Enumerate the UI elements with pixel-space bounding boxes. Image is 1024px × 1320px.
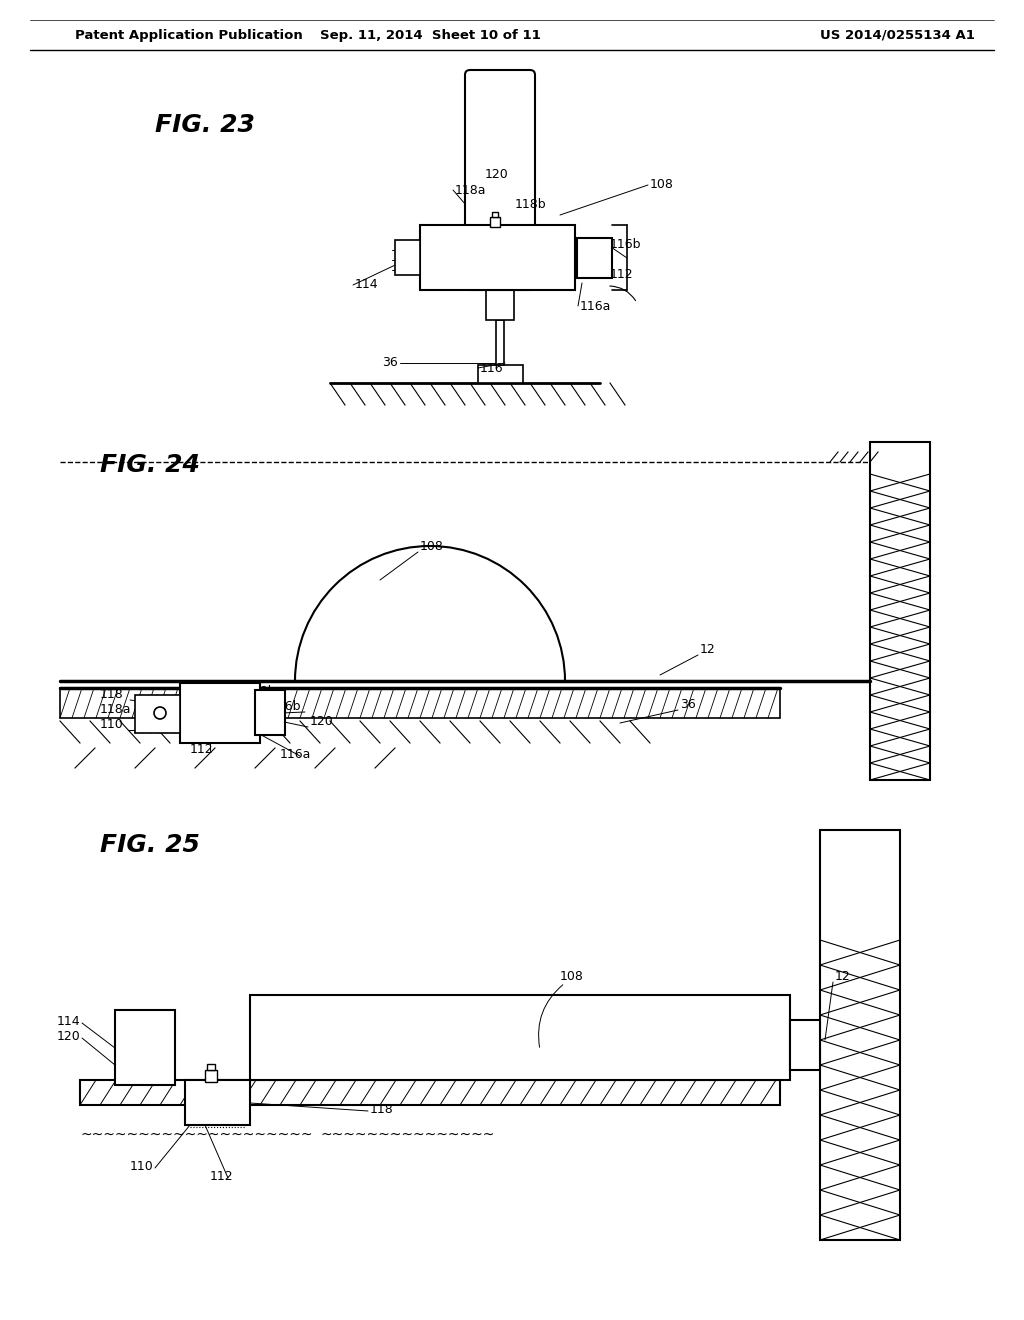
- Text: 116a: 116a: [580, 300, 611, 313]
- Text: FIG. 25: FIG. 25: [100, 833, 200, 857]
- Bar: [185, 1080, 250, 1125]
- Bar: [490, 216, 500, 227]
- Text: US 2014/0255134 A1: US 2014/0255134 A1: [820, 29, 975, 41]
- Text: 116b: 116b: [270, 700, 301, 713]
- Bar: [80, 1080, 780, 1105]
- Text: ~~~~~~~~~~~~~~~~~~~~: ~~~~~~~~~~~~~~~~~~~~: [80, 1129, 312, 1142]
- Bar: [180, 682, 260, 743]
- Text: 118: 118: [370, 1104, 394, 1115]
- Bar: [420, 224, 575, 290]
- Text: 112: 112: [190, 743, 214, 756]
- Text: 114: 114: [355, 279, 379, 292]
- Text: FIG. 24: FIG. 24: [100, 453, 200, 477]
- Bar: [60, 688, 780, 718]
- Bar: [486, 285, 514, 319]
- Text: ~~~~~~~~~~~~~~~: ~~~~~~~~~~~~~~~: [319, 1129, 495, 1142]
- Text: FIG. 23: FIG. 23: [155, 114, 255, 137]
- Bar: [496, 319, 504, 366]
- Text: 120: 120: [310, 715, 334, 729]
- Bar: [250, 995, 790, 1080]
- Text: 36: 36: [680, 698, 695, 711]
- Text: 118a: 118a: [455, 183, 486, 197]
- Text: 118b: 118b: [245, 685, 276, 698]
- Text: 116: 116: [480, 362, 504, 375]
- Text: 36: 36: [382, 356, 398, 370]
- Bar: [577, 238, 612, 279]
- Text: 114: 114: [56, 1015, 80, 1028]
- Bar: [207, 1064, 215, 1071]
- Bar: [395, 240, 420, 275]
- Text: 116b: 116b: [610, 239, 641, 252]
- Text: 108: 108: [650, 178, 674, 191]
- Text: 12: 12: [835, 970, 851, 983]
- Text: 118b: 118b: [515, 198, 547, 211]
- Text: 120: 120: [485, 169, 509, 181]
- Bar: [205, 1071, 217, 1082]
- Text: 118: 118: [100, 688, 124, 701]
- Text: 110: 110: [130, 1160, 154, 1173]
- Text: 108: 108: [420, 540, 443, 553]
- Bar: [790, 1020, 820, 1071]
- Bar: [255, 690, 285, 735]
- Bar: [870, 442, 930, 780]
- Bar: [115, 1010, 175, 1085]
- Text: 110: 110: [100, 718, 124, 731]
- Bar: [820, 830, 900, 1239]
- Text: 120: 120: [56, 1030, 80, 1043]
- Text: 112: 112: [610, 268, 634, 281]
- Bar: [492, 213, 498, 216]
- Text: 118a: 118a: [100, 704, 131, 715]
- Text: Patent Application Publication: Patent Application Publication: [75, 29, 303, 41]
- Bar: [135, 696, 180, 733]
- Text: 12: 12: [700, 643, 716, 656]
- Text: 112: 112: [210, 1170, 233, 1183]
- Text: 108: 108: [560, 970, 584, 983]
- FancyBboxPatch shape: [465, 70, 535, 290]
- Bar: [478, 366, 523, 383]
- Text: 116a: 116a: [280, 748, 311, 762]
- Text: Sep. 11, 2014  Sheet 10 of 11: Sep. 11, 2014 Sheet 10 of 11: [319, 29, 541, 41]
